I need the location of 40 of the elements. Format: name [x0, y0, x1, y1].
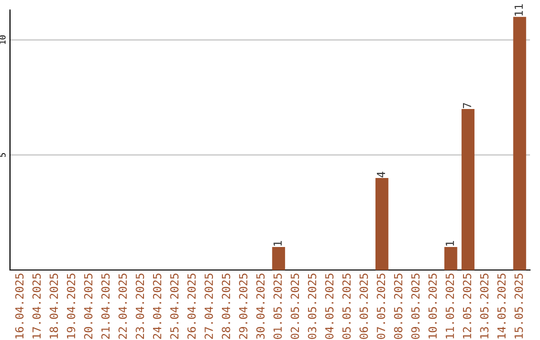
x-tick-label: 17.04.2025: [32, 274, 41, 338]
x-tick-label: 10.05.2025: [428, 274, 437, 338]
x-tick-label: 03.05.2025: [308, 274, 316, 339]
x-tick-label: 04.05.2025: [325, 274, 334, 339]
x-tick-label: 02.05.2025: [290, 274, 300, 339]
bar: [444, 246, 458, 270]
x-tick-label: 14.05.2025: [497, 274, 506, 338]
x-tick-label: 30.04.2025: [256, 274, 265, 339]
x-tick-label: 16.04.2025: [15, 274, 24, 338]
x-tick-label: 01.05.2025: [273, 274, 282, 339]
data-label: 7: [463, 103, 472, 108]
x-tick-label: 15.05.2025: [514, 274, 523, 338]
bar: [272, 246, 286, 270]
x-tick-label: 06.05.2025: [360, 274, 368, 339]
x-tick-label: 28.04.2025: [222, 274, 230, 339]
data-label: 4: [376, 172, 386, 178]
x-tick-label: 08.05.2025: [394, 274, 402, 339]
x-tick-label: 27.04.2025: [204, 274, 213, 339]
x-tick-label: 29.04.2025: [239, 274, 248, 339]
bar: [462, 108, 474, 270]
x-tick-label: 07.05.2025: [376, 274, 386, 339]
x-tick-label: 25.04.2025: [170, 274, 179, 339]
data-label: 1: [446, 241, 454, 246]
x-tick-label: 12.05.2025: [462, 274, 472, 338]
x-tick-label: 21.04.2025: [101, 274, 110, 339]
x-tick-label: 18.04.2025: [50, 274, 58, 338]
bar: [513, 16, 526, 270]
data-label: 1: [274, 241, 282, 246]
x-tick-label: 26.04.2025: [187, 274, 196, 339]
data-label: 11: [514, 4, 523, 16]
x-tick-label: 05.05.2025: [342, 274, 351, 339]
x-tick-label: 11.05.2025: [446, 274, 454, 338]
x-tick-label: 13.05.2025: [480, 274, 488, 338]
x-tick-label: 09.05.2025: [411, 274, 420, 339]
bar: [375, 178, 388, 270]
x-tick-label: 20.04.2025: [84, 274, 92, 339]
x-tick-label: 19.04.2025: [66, 274, 76, 338]
x-tick-label: 22.04.2025: [118, 274, 127, 339]
x-tick-label: 24.04.2025: [152, 274, 162, 339]
x-tick-label: 23.04.2025: [136, 274, 144, 339]
